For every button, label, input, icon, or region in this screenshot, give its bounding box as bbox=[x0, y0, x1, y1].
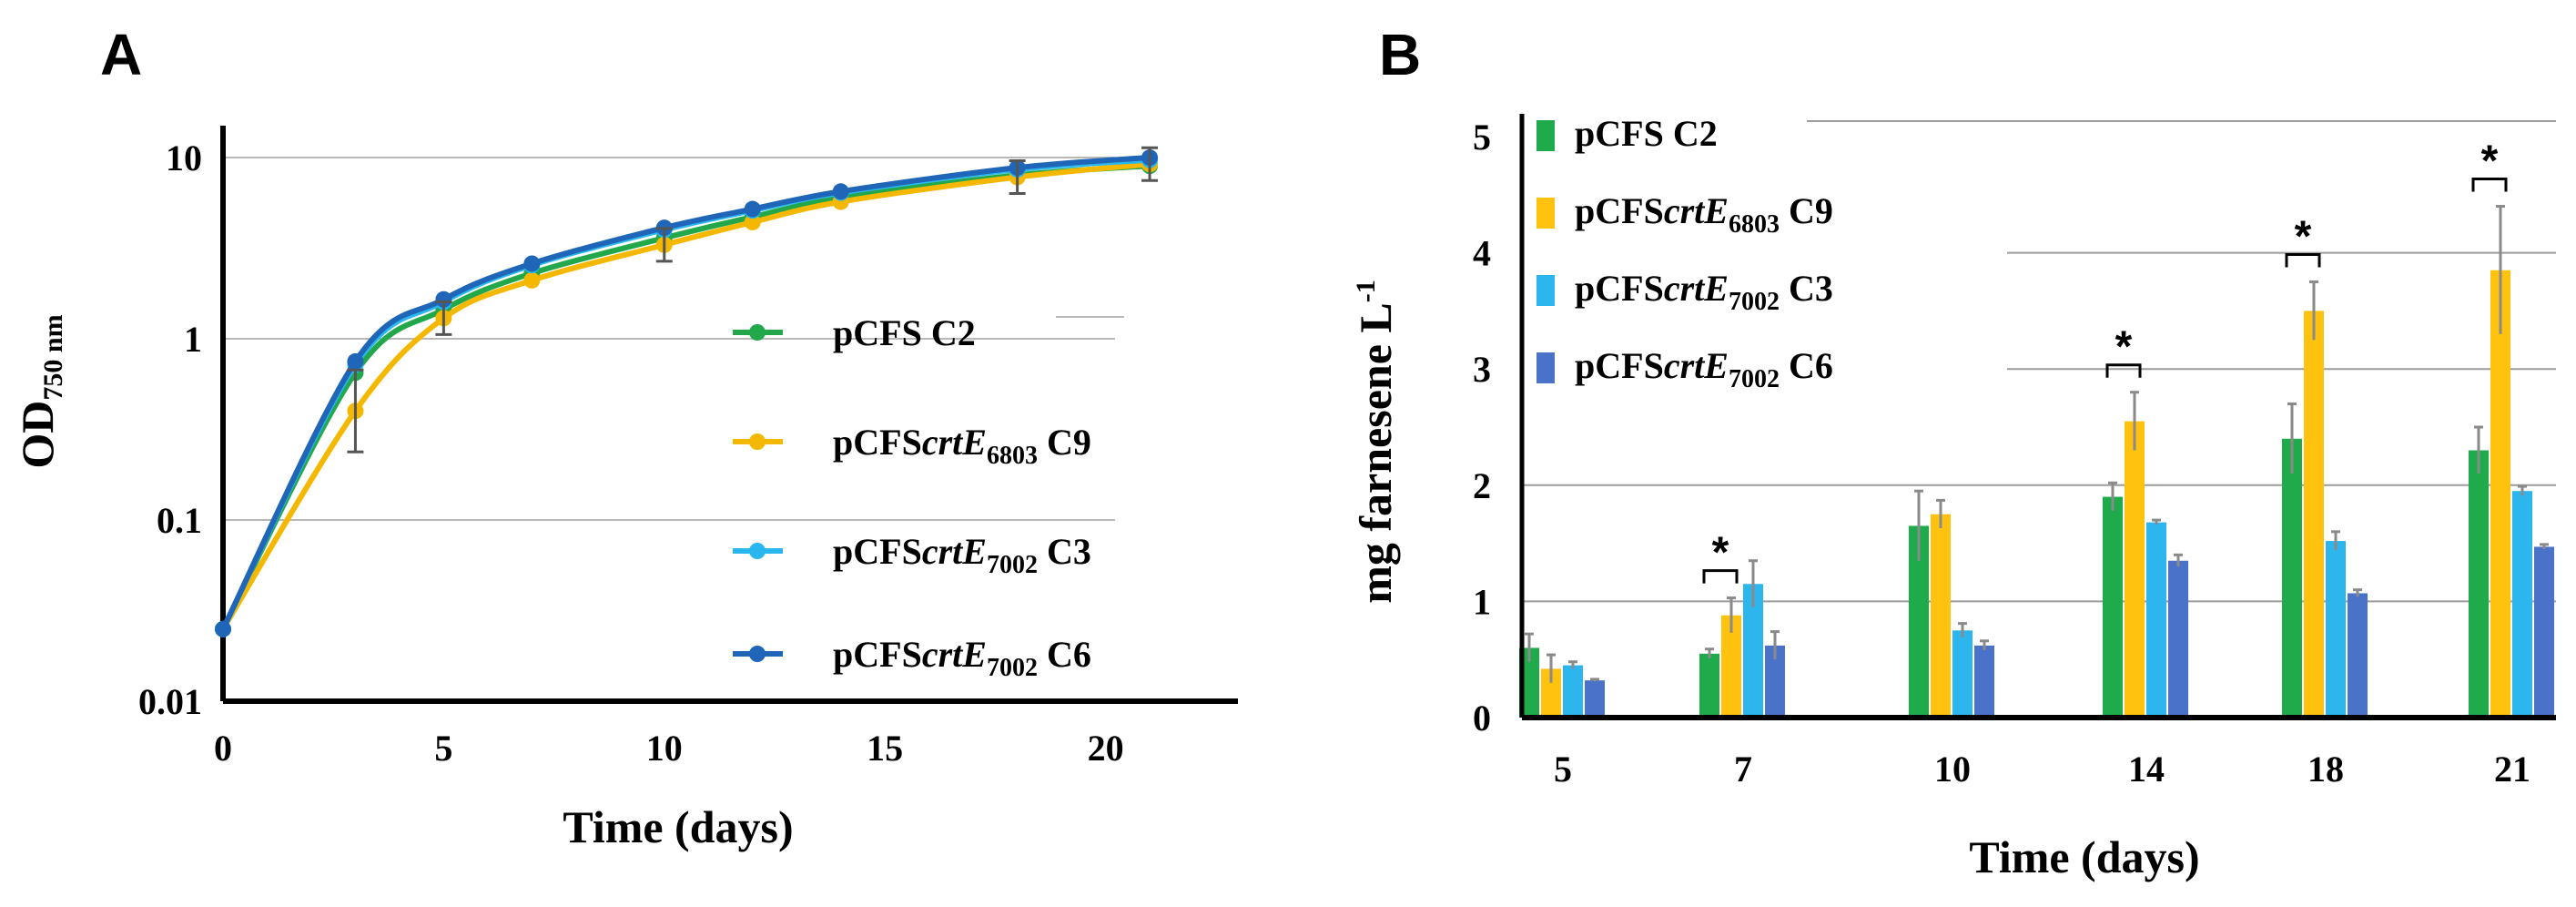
chart-b-legend-swatch-3 bbox=[1536, 352, 1555, 383]
chart-a-legend-marker-2 bbox=[749, 543, 766, 559]
chart-a-axes bbox=[220, 126, 1238, 704]
chart-b-bar-1-0 bbox=[1541, 668, 1561, 718]
chart-b-x-tick-4: 18 bbox=[2307, 749, 2344, 790]
chart-b-bar-1-5 bbox=[2490, 270, 2510, 718]
chart-b-bar-0-4 bbox=[2282, 438, 2302, 718]
chart-b-x-tick-2: 10 bbox=[1934, 749, 1971, 790]
chart-b-bar-0-3 bbox=[2103, 496, 2123, 718]
chart-b-bar-0-5 bbox=[2469, 450, 2489, 718]
chart-b-significance-star-1: * bbox=[1712, 529, 1729, 577]
chart-b-bar-0-1 bbox=[1699, 653, 1719, 718]
chart-b-y-tick-0: 0 bbox=[1473, 698, 1491, 739]
chart-a-x-axis-title: Time (days) bbox=[563, 801, 793, 852]
panel-label-b: B bbox=[1379, 22, 1421, 87]
chart-a-x-tick-1: 5 bbox=[434, 728, 452, 769]
chart-a-legend-label-0: pCFS C2 bbox=[833, 312, 976, 353]
chart-b: * * * * 0 1 2 3 4 5 5 7 10 14 18 21 pCFS C2 pCFScrtE680… bbox=[1350, 113, 2556, 882]
chart-b-significance-bracket-4 bbox=[2285, 253, 2321, 268]
chart-b-bar-1-2 bbox=[1931, 514, 1951, 718]
chart-b-bar-3-0 bbox=[1585, 680, 1605, 718]
chart-b-y-tick-3: 3 bbox=[1473, 349, 1491, 390]
chart-b-y-tick-4: 4 bbox=[1473, 233, 1491, 274]
chart-b-bar-2-2 bbox=[1952, 630, 1973, 718]
chart-b-legend-swatch-2 bbox=[1536, 275, 1555, 306]
chart-a: 0.01 0.1 1 10 0 5 10 15 20 pCFS C2 pCFScrtE6803 C… bbox=[12, 126, 1238, 852]
chart-a-legend: pCFS C2 pCFScrtE6803 C9 pCFScrtE7002 C3 pCF… bbox=[733, 312, 1124, 682]
chart-b-axes bbox=[1519, 114, 2556, 720]
chart-a-legend-marker-3 bbox=[749, 646, 766, 662]
chart-b-x-tick-1: 7 bbox=[1734, 749, 1752, 790]
chart-b-legend: pCFS C2 pCFScrtE6803 C9 pCFScrtE7002 C3 pCF… bbox=[1536, 113, 1833, 393]
chart-a-legend-label-2: pCFScrtE7002 C3 bbox=[833, 531, 1091, 579]
chart-a-legend-label-3: pCFScrtE7002 C6 bbox=[833, 634, 1091, 682]
chart-b-significance-bracket-3 bbox=[2105, 363, 2142, 378]
chart-b-legend-label-2: pCFScrtE7002 C3 bbox=[1575, 268, 1833, 316]
chart-a-point-1-5 bbox=[744, 213, 761, 230]
chart-a-legend-label-1: pCFScrtE6803 C9 bbox=[833, 422, 1091, 470]
chart-b-significance-bracket-1 bbox=[1702, 569, 1739, 584]
chart-b-bar-1-4 bbox=[2304, 311, 2324, 718]
chart-a-legend-marker-1 bbox=[749, 433, 766, 450]
chart-a-point-1-3 bbox=[523, 271, 541, 289]
chart-b-legend-label-0: pCFS C2 bbox=[1575, 113, 1718, 154]
chart-b-bar-2-5 bbox=[2512, 491, 2532, 718]
chart-a-point-3-5 bbox=[744, 200, 761, 218]
chart-b-y-tick-2: 2 bbox=[1473, 465, 1491, 506]
chart-b-significance-star-3: * bbox=[2115, 323, 2133, 372]
chart-b-bars: * * * * bbox=[1519, 138, 2554, 718]
chart-b-bar-0-2 bbox=[1909, 525, 1929, 718]
chart-a-x-tick-3: 15 bbox=[867, 728, 903, 769]
chart-b-significance-star-4: * bbox=[2295, 213, 2312, 261]
chart-a-y-tick-0: 0.01 bbox=[138, 681, 202, 722]
chart-a-y-tick-3: 10 bbox=[166, 138, 202, 178]
chart-b-bar-3-4 bbox=[2348, 593, 2368, 718]
chart-a-y-tick-2: 1 bbox=[184, 319, 202, 360]
chart-b-bar-3-1 bbox=[1765, 645, 1785, 718]
chart-b-tick-labels: 0 1 2 3 4 5 5 7 10 14 18 21 bbox=[1473, 117, 2530, 790]
chart-a-x-tick-2: 10 bbox=[646, 728, 683, 769]
chart-b-x-tick-5: 21 bbox=[2494, 749, 2530, 790]
chart-b-significance-bracket-5 bbox=[2471, 178, 2508, 192]
chart-a-series bbox=[215, 146, 1159, 637]
chart-b-x-tick-3: 14 bbox=[2128, 749, 2165, 790]
chart-a-x-tick-0: 0 bbox=[214, 728, 232, 769]
chart-a-y-tick-1: 0.1 bbox=[157, 500, 202, 541]
chart-b-gridlines bbox=[1522, 120, 2556, 603]
chart-b-significance-star-5: * bbox=[2481, 138, 2499, 186]
chart-b-bar-3-2 bbox=[1974, 645, 1994, 718]
chart-b-legend-label-1: pCFScrtE6803 C9 bbox=[1575, 190, 1833, 239]
chart-a-gridlines bbox=[223, 157, 1115, 522]
chart-b-legend-swatch-0 bbox=[1536, 120, 1555, 151]
chart-a-legend-marker-0 bbox=[749, 324, 766, 341]
chart-a-point-3-3 bbox=[523, 255, 541, 272]
chart-b-bar-2-4 bbox=[2326, 541, 2346, 718]
chart-b-bar-3-5 bbox=[2534, 546, 2554, 718]
chart-b-bar-1-1 bbox=[1721, 615, 1741, 718]
chart-b-bar-2-0 bbox=[1563, 665, 1583, 718]
chart-a-point-3-2 bbox=[435, 290, 452, 308]
chart-b-y-tick-5: 5 bbox=[1473, 117, 1491, 158]
chart-a-x-tick-4: 20 bbox=[1088, 728, 1124, 769]
panel-label-a: A bbox=[100, 22, 142, 87]
chart-b-y-tick-1: 1 bbox=[1473, 581, 1491, 622]
chart-b-bar-2-1 bbox=[1743, 584, 1763, 718]
chart-b-y-axis-title: mg farnesene L-1 bbox=[1350, 280, 1401, 604]
chart-a-tick-labels: 0.01 0.1 1 10 0 5 10 15 20 bbox=[138, 138, 1124, 769]
chart-b-bar-3-3 bbox=[2168, 560, 2188, 718]
chart-a-point-3-1 bbox=[347, 352, 364, 370]
chart-b-legend-label-3: pCFScrtE7002 C6 bbox=[1575, 345, 1833, 393]
chart-b-legend-swatch-1 bbox=[1536, 198, 1555, 229]
chart-b-x-tick-0: 5 bbox=[1554, 749, 1572, 790]
chart-b-bar-2-3 bbox=[2146, 522, 2166, 718]
chart-b-x-axis-title: Time (days) bbox=[1969, 831, 2199, 882]
chart-a-point-3-6 bbox=[832, 183, 849, 200]
chart-b-bar-1-3 bbox=[2125, 421, 2145, 718]
chart-a-y-axis-title: OD750 nm bbox=[12, 314, 68, 468]
chart-a-point-3-0 bbox=[215, 620, 231, 637]
